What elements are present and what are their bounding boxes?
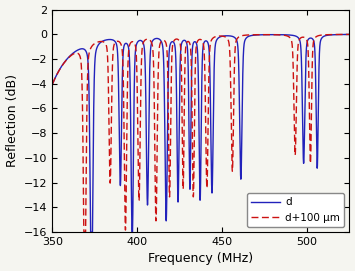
d+100 μm [158,42,162,46]
Y-axis label: Reflection (dB): Reflection (dB) [6,74,18,167]
d+100 μm [239,34,243,37]
X-axis label: Frequency (MHz): Frequency (MHz) [148,253,253,265]
d [88,230,93,234]
d [226,34,230,37]
d [347,33,351,36]
d+100 μm [347,33,351,36]
d+100 μm [271,33,275,36]
d+100 μm [286,35,291,38]
Line: d: d [53,34,349,232]
d [158,38,162,41]
d+100 μm [82,230,86,234]
d+100 μm [226,38,230,42]
Line: d+100 μm: d+100 μm [53,34,349,232]
d [286,33,291,37]
d+100 μm [65,57,70,61]
d [50,82,55,86]
Legend: d, d+100 μm: d, d+100 μm [247,193,344,227]
d [65,57,70,60]
d [239,171,243,175]
d+100 μm [50,82,55,86]
d [271,33,275,36]
